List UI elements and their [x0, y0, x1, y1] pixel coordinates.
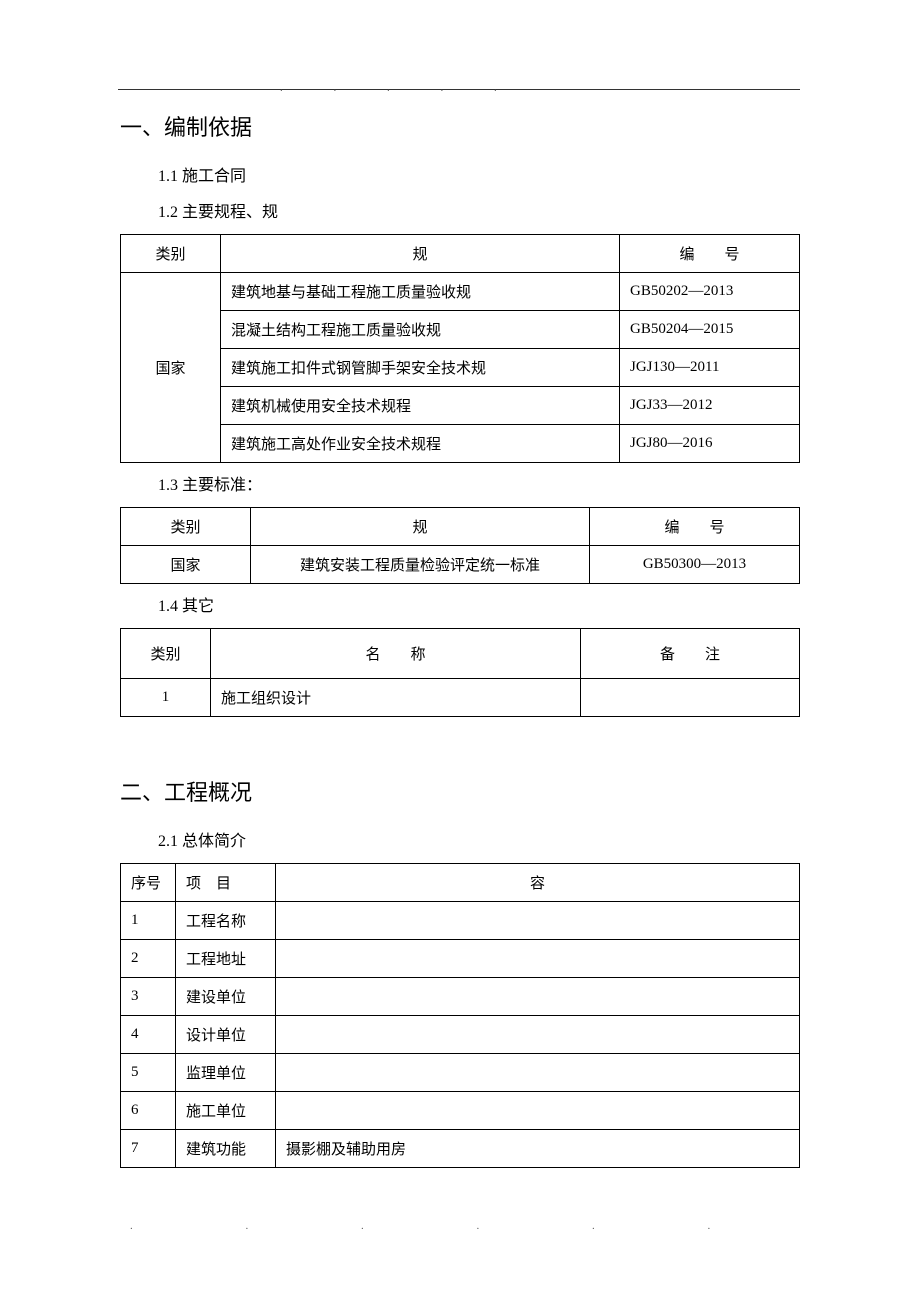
table-cell-num: 6 [121, 1092, 176, 1130]
table-cell-num: 4 [121, 1016, 176, 1054]
table-cell-category: 国家 [121, 273, 221, 463]
table-header-spec: 规 [251, 508, 590, 546]
table-regulations: 类别 规 编 号 国家 建筑地基与基础工程施工质量验收规 GB50202—201… [120, 234, 800, 463]
table-cell-note [581, 679, 800, 717]
table-header-content: 容 [276, 864, 800, 902]
table-cell-content [276, 978, 800, 1016]
table-row: 3 建设单位 [121, 978, 800, 1016]
table-cell-code: GB50300—2013 [590, 546, 800, 584]
table-cell-item: 建设单位 [176, 978, 276, 1016]
table-row: 国家 建筑安装工程质量检验评定统一标准 GB50300—2013 [121, 546, 800, 584]
table-row: 4 设计单位 [121, 1016, 800, 1054]
section-2-item-1: 2.1 总体简介 [158, 827, 800, 851]
table-cell-item: 工程名称 [176, 902, 276, 940]
table-header-note: 备 注 [581, 629, 800, 679]
table-cell-code: JGJ130—2011 [620, 349, 800, 387]
table-cell-item: 工程地址 [176, 940, 276, 978]
table-cell-code: JGJ33—2012 [620, 387, 800, 425]
table-header-num: 序号 [121, 864, 176, 902]
document-content: 一、编制依据 1.1 施工合同 1.2 主要规程、规 类别 规 编 号 国家 建… [120, 110, 800, 1168]
table-cell-content: 摄影棚及辅助用房 [276, 1130, 800, 1168]
table-cell-content [276, 940, 800, 978]
table-row: 1 工程名称 [121, 902, 800, 940]
table-cell-category: 国家 [121, 546, 251, 584]
table-header-code: 编 号 [620, 235, 800, 273]
table-header-code: 编 号 [590, 508, 800, 546]
table-row: 混凝土结构工程施工质量验收规 GB50204—2015 [121, 311, 800, 349]
table-cell-spec: 建筑安装工程质量检验评定统一标准 [251, 546, 590, 584]
table-cell-num: 5 [121, 1054, 176, 1092]
table-cell-code: JGJ80—2016 [620, 425, 800, 463]
section-1-item-1: 1.1 施工合同 [158, 162, 800, 186]
table-cell-spec: 建筑地基与基础工程施工质量验收规 [221, 273, 620, 311]
table-cell-num: 7 [121, 1130, 176, 1168]
table-cell-spec: 建筑机械使用安全技术规程 [221, 387, 620, 425]
table-cell-item: 建筑功能 [176, 1130, 276, 1168]
table-cell-num: 1 [121, 902, 176, 940]
table-cell-spec: 建筑施工高处作业安全技术规程 [221, 425, 620, 463]
table-cell-name: 施工组织设计 [211, 679, 581, 717]
table-cell-item: 监理单位 [176, 1054, 276, 1092]
table-header-spec: 规 [221, 235, 620, 273]
page-top-dots: . . . . . [280, 82, 521, 94]
table-row: 建筑施工扣件式钢管脚手架安全技术规 JGJ130—2011 [121, 349, 800, 387]
table-row: 7 建筑功能 摄影棚及辅助用房 [121, 1130, 800, 1168]
section-1-heading: 一、编制依据 [120, 110, 800, 142]
table-other: 类别 名 称 备 注 1 施工组织设计 [120, 628, 800, 717]
section-1-item-2: 1.2 主要规程、规 [158, 198, 800, 222]
section-1-item-3: 1.3 主要标准： [158, 471, 800, 495]
table-cell-item: 设计单位 [176, 1016, 276, 1054]
table-row: 序号 项 目 容 [121, 864, 800, 902]
table-cell-content [276, 902, 800, 940]
table-cell-num: 3 [121, 978, 176, 1016]
table-header-name: 名 称 [211, 629, 581, 679]
table-header-category: 类别 [121, 235, 221, 273]
table-row: 6 施工单位 [121, 1092, 800, 1130]
table-cell-category: 1 [121, 679, 211, 717]
table-header-item: 项 目 [176, 864, 276, 902]
table-row: 2 工程地址 [121, 940, 800, 978]
table-overview: 序号 项 目 容 1 工程名称 2 工程地址 3 建设单位 4 设计单位 5 监… [120, 863, 800, 1168]
table-row: 类别 名 称 备 注 [121, 629, 800, 679]
table-standards: 类别 规 编 号 国家 建筑安装工程质量检验评定统一标准 GB50300—201… [120, 507, 800, 584]
page-bottom-dots: . . . . . . [130, 1220, 765, 1232]
table-row: 5 监理单位 [121, 1054, 800, 1092]
section-1-item-4: 1.4 其它 [158, 592, 800, 616]
table-cell-code: GB50204—2015 [620, 311, 800, 349]
table-header-category: 类别 [121, 508, 251, 546]
table-row: 类别 规 编 号 [121, 235, 800, 273]
table-row: 国家 建筑地基与基础工程施工质量验收规 GB50202—2013 [121, 273, 800, 311]
table-cell-content [276, 1016, 800, 1054]
table-header-category: 类别 [121, 629, 211, 679]
table-cell-num: 2 [121, 940, 176, 978]
table-cell-code: GB50202—2013 [620, 273, 800, 311]
table-row: 1 施工组织设计 [121, 679, 800, 717]
table-cell-item: 施工单位 [176, 1092, 276, 1130]
section-2-heading: 二、工程概况 [120, 775, 800, 807]
table-row: 类别 规 编 号 [121, 508, 800, 546]
table-cell-content [276, 1092, 800, 1130]
table-row: 建筑施工高处作业安全技术规程 JGJ80—2016 [121, 425, 800, 463]
table-cell-spec: 建筑施工扣件式钢管脚手架安全技术规 [221, 349, 620, 387]
table-row: 建筑机械使用安全技术规程 JGJ33—2012 [121, 387, 800, 425]
table-cell-spec: 混凝土结构工程施工质量验收规 [221, 311, 620, 349]
table-cell-content [276, 1054, 800, 1092]
